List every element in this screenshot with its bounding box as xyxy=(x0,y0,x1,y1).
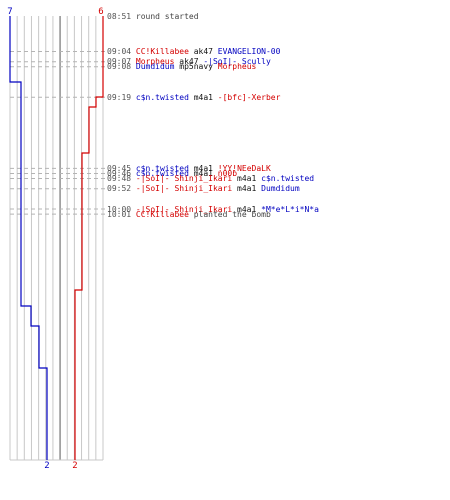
event-part: m4a1 xyxy=(232,184,262,194)
event-row: 09:19 c$n.twisted m4a1 -[bfc]-Xerber xyxy=(107,93,280,102)
event-row: 09:04 CC!Killabee ak47 EVANGELION-00 xyxy=(107,47,280,56)
event-part: m4a1 xyxy=(232,174,262,184)
event-row: 10:01 CC!Killabee planted the bomb xyxy=(107,210,271,219)
event-time: 09:48 xyxy=(107,174,136,184)
event-part: *M*e*L*i*N*a xyxy=(261,204,319,214)
blue-start-count: 7 xyxy=(7,7,12,17)
event-time: 09:46 xyxy=(107,168,136,178)
event-row: 10:00 -|SoI|- Shinji_Ikari m4a1 *M*e*L*i… xyxy=(107,205,319,214)
event-part: Morpheus xyxy=(217,62,257,72)
event-row: 08:51 round started xyxy=(107,12,199,21)
event-part: Morpheus xyxy=(135,57,175,67)
event-part: -|SoI|- Shinji_Ikari xyxy=(135,184,233,194)
event-time: 09:52 xyxy=(107,184,136,194)
event-part: -|SoI|- Shinji_Ikari xyxy=(135,174,233,184)
event-time: 09:08 xyxy=(107,62,136,72)
event-part: mp5navy xyxy=(174,62,218,72)
event-time: 10:00 xyxy=(107,204,136,214)
event-part: planted the bomb xyxy=(188,209,271,219)
event-part: -|SoI|- Shinji_Ikari xyxy=(135,204,233,214)
event-part: ak47 xyxy=(174,57,204,67)
event-row: 09:46 c$n.twisted m4a1 n00b xyxy=(107,169,237,178)
event-part: c$n.twisted xyxy=(261,174,315,184)
event-part: Dumdidum xyxy=(261,184,300,194)
event-part: c$n.twisted xyxy=(135,92,189,102)
event-part: m4a1 xyxy=(188,168,218,178)
blue-end-count: 2 xyxy=(44,461,49,471)
event-time: 09:07 xyxy=(107,57,136,67)
event-time: 09:19 xyxy=(107,92,136,102)
event-time: 09:04 xyxy=(107,47,136,57)
event-part: !YY!NEeDaLK xyxy=(217,163,271,173)
event-part: -[bfc]-Xerber xyxy=(217,92,281,102)
event-row: 09:48 -|SoI|- Shinji_Ikari m4a1 c$n.twis… xyxy=(107,174,314,183)
event-dash-lines xyxy=(10,51,105,215)
blue-team-line xyxy=(9,16,48,460)
event-part: ak47 xyxy=(188,47,218,57)
event-part: Dumdidum xyxy=(135,62,175,72)
event-part: EVANGELION-00 xyxy=(217,47,281,57)
red-end-count: 2 xyxy=(72,461,77,471)
event-row: 09:08 Dumdidum mp5navy Morpheus xyxy=(107,62,256,71)
event-part: CC!Killabee xyxy=(135,47,189,57)
event-part: n00b xyxy=(217,168,238,178)
event-part: CC!Killabee xyxy=(135,209,189,219)
event-row: 09:07 Morpheus ak47 -|SoI|- Scully xyxy=(107,57,271,66)
red-team-line xyxy=(74,16,104,460)
event-row: 09:45 c$n.twisted m4a1 !YY!NEeDaLK xyxy=(107,164,271,173)
event-time: 10:01 xyxy=(107,209,136,219)
event-part: m4a1 xyxy=(232,204,262,214)
team-timeline-chart: 7 6 2 2 xyxy=(7,7,105,471)
event-row: 09:52 -|SoI|- Shinji_Ikari m4a1 Dumdidum xyxy=(107,184,300,193)
event-part: c$n.twisted xyxy=(135,163,189,173)
event-part: c$n.twisted xyxy=(135,168,189,178)
team-lines xyxy=(9,16,104,460)
event-part: m4a1 xyxy=(188,163,218,173)
event-part: round started xyxy=(135,11,199,21)
event-part: -|SoI|- Scully xyxy=(203,57,271,67)
timeline-grid xyxy=(9,16,104,461)
event-time: 08:51 xyxy=(107,11,136,21)
red-start-count: 6 xyxy=(98,7,103,17)
event-time: 09:45 xyxy=(107,163,136,173)
event-part: m4a1 xyxy=(188,92,218,102)
